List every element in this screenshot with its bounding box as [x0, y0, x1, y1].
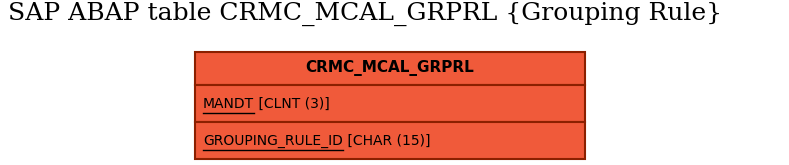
Text: SAP ABAP table CRMC_MCAL_GRPRL {Grouping Rule}: SAP ABAP table CRMC_MCAL_GRPRL {Grouping… — [8, 2, 722, 26]
Bar — [195, 52, 585, 85]
Bar — [195, 122, 585, 159]
Text: GROUPING_RULE_ID: GROUPING_RULE_ID — [203, 133, 343, 148]
Text: MANDT: MANDT — [203, 97, 254, 111]
Text: CRMC_MCAL_GRPRL: CRMC_MCAL_GRPRL — [305, 61, 474, 77]
Bar — [195, 85, 585, 122]
Text: [CLNT (3)]: [CLNT (3)] — [254, 97, 330, 111]
Text: [CHAR (15)]: [CHAR (15)] — [343, 133, 430, 148]
